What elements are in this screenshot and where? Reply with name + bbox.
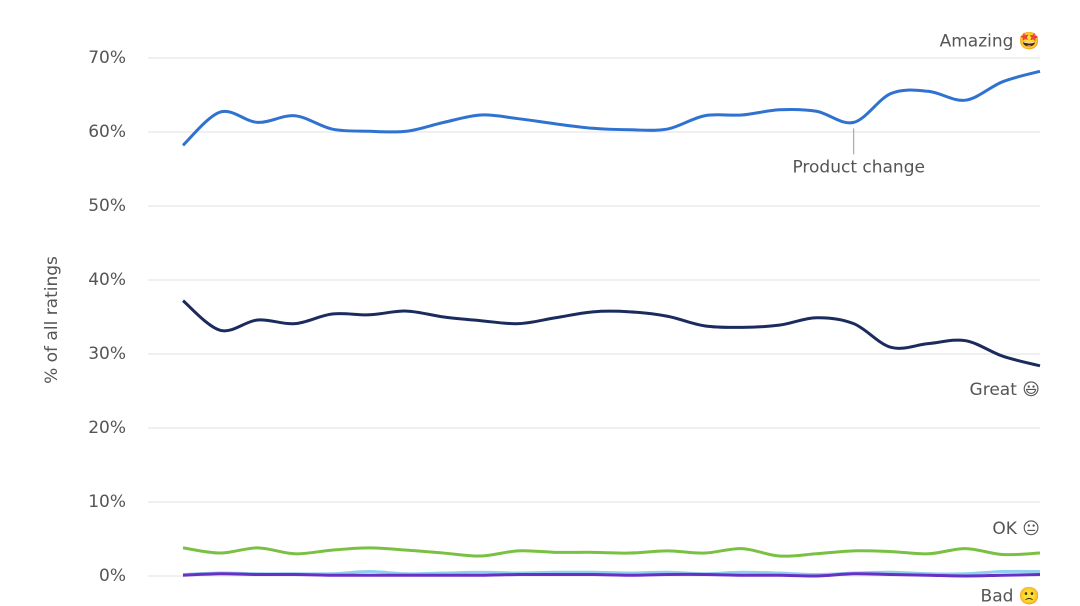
- y-tick-label: 0%: [99, 566, 126, 586]
- y-tick-label: 50%: [88, 196, 126, 216]
- data-line: [182, 546, 1041, 558]
- y-tick-label: 60%: [88, 122, 126, 142]
- y-tick-label: 40%: [88, 270, 126, 290]
- y-axis-title: % of all ratings: [42, 256, 62, 384]
- data-line: [182, 572, 1041, 578]
- data-line: [181, 69, 1041, 147]
- data-line: [182, 299, 1041, 368]
- series-label: Amazing 🤩: [940, 31, 1040, 51]
- annotation: Product change: [792, 157, 925, 177]
- series-label: OK 😐: [992, 519, 1040, 539]
- series-label: Bad 🙁: [981, 587, 1040, 606]
- y-tick-label: 20%: [88, 418, 126, 438]
- y-tick-label: 70%: [88, 48, 126, 68]
- y-tick-label: 30%: [88, 344, 126, 364]
- series-label: Great 😃: [970, 380, 1040, 400]
- y-tick-label: 10%: [88, 492, 126, 512]
